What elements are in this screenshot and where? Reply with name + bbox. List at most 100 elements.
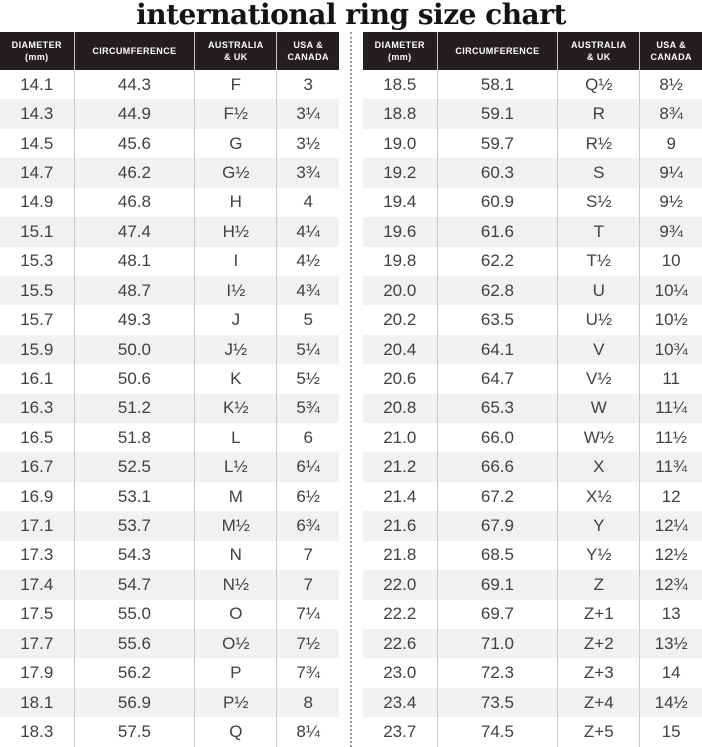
table-cell: 50.6 — [73, 364, 195, 394]
table-cell: 23.4 — [363, 687, 438, 718]
table-cell: W — [557, 393, 640, 424]
table-cell: 64.7 — [436, 364, 558, 394]
table-cell: 21.8 — [383, 545, 417, 565]
table-cell: 69.1 — [436, 570, 558, 600]
table-row: 20.8 65.3 W 11¼ — [363, 393, 702, 424]
table-cell: 46.8 — [73, 187, 195, 218]
table-row: 20.0 62.8 U 10¼ — [363, 275, 702, 306]
table-cell: 18.8 — [363, 99, 438, 129]
table-cell: 18.1 — [0, 687, 75, 718]
table-row: 14.3 44.9 F½ 3¼ — [0, 99, 339, 129]
table-header: DIAMETER (mm) CIRCUMFERENCE AUSTRALIA & … — [363, 32, 702, 70]
table-cell: 18.3 — [20, 722, 54, 742]
table-cell: 17.1 — [0, 511, 75, 541]
table-cell: 14 — [639, 658, 702, 688]
table-cell: 5¼ — [276, 334, 339, 365]
table-cell: 44.3 — [73, 70, 195, 100]
table-cell: R½ — [557, 128, 640, 159]
table-cell: 49.3 — [73, 305, 195, 335]
table-row: 19.6 61.6 T 9¾ — [363, 217, 702, 247]
table-cell: 54.7 — [73, 570, 195, 600]
table-cell: 8 — [276, 687, 339, 718]
table-cell: 55.6 — [73, 629, 195, 659]
table-cell: 19.6 — [363, 217, 438, 247]
table-cell: 48.7 — [73, 275, 195, 306]
table-cell: 11½ — [639, 423, 702, 453]
table-cell: 51.8 — [73, 423, 195, 453]
table-cell: 53.7 — [73, 511, 195, 541]
table-row: 20.2 63.5 U½ 10½ — [363, 305, 702, 335]
column-header-usa-canada: USA & CANADA — [276, 32, 339, 70]
table-row: 23.4 73.5 Z+4 14½ — [363, 687, 702, 718]
table-cell: 46.2 — [73, 158, 195, 188]
table-cell: Z — [557, 570, 640, 600]
header-row: DIAMETER (mm) CIRCUMFERENCE AUSTRALIA & … — [0, 32, 339, 70]
table-cell: 58.1 — [436, 70, 558, 100]
table-row: 23.7 74.5 Z+5 15 — [363, 717, 702, 747]
table-cell: K½ — [194, 393, 277, 424]
table-cell: 10 — [639, 246, 702, 276]
table-cell: 7 — [276, 570, 339, 600]
table-cell: 65.3 — [436, 393, 558, 424]
table-cell: H — [194, 187, 277, 218]
table-cell: O — [194, 599, 277, 630]
table-cell: 9¾ — [639, 217, 702, 247]
table-cell: 59.7 — [436, 128, 558, 159]
table-cell: 10¾ — [639, 334, 702, 365]
table-row: 19.4 60.9 S½ 9½ — [363, 187, 702, 218]
table-cell: 22.6 — [363, 629, 438, 659]
table-cell: 71.0 — [436, 629, 558, 659]
table-cell: 21.4 — [383, 486, 417, 506]
table-row: 18.1 56.9 P½ 8 — [0, 687, 339, 718]
table-row: 18.5 58.1 Q½ 8½ — [363, 70, 702, 100]
table-cell: 13½ — [639, 629, 702, 659]
table-cell: 61.6 — [436, 217, 558, 247]
table-cell: J — [194, 305, 277, 335]
table-row: 15.3 48.1 I 4½ — [0, 246, 339, 276]
table-cell: 68.5 — [436, 540, 558, 571]
table-cell: 21.6 — [363, 511, 438, 541]
table-cell: 51.2 — [73, 393, 195, 424]
table-cell: V½ — [557, 364, 640, 394]
table-cell: 4 — [276, 187, 339, 218]
table-cell: 22.2 — [383, 604, 417, 624]
table-cell: 16.7 — [0, 452, 75, 482]
table-cell: M½ — [194, 511, 277, 541]
table-cell: 4½ — [276, 246, 339, 276]
table-cell: 12¾ — [639, 570, 702, 600]
table-cell: 16.5 — [20, 427, 54, 447]
table-cell: T — [557, 217, 640, 247]
table-row: 21.2 66.6 X 11¾ — [363, 452, 702, 482]
table-row: 16.5 51.8 L 6 — [0, 423, 339, 453]
table-row: 18.3 57.5 Q 8¼ — [0, 717, 339, 747]
header-row: DIAMETER (mm) CIRCUMFERENCE AUSTRALIA & … — [363, 32, 702, 70]
table-row: 16.3 51.2 K½ 5¾ — [0, 393, 339, 424]
table-cell: 20.0 — [363, 275, 438, 306]
table-cell: 21.0 — [383, 427, 417, 447]
table-cell: 19.0 — [383, 133, 417, 153]
table-cell: L — [194, 423, 277, 453]
table-cell: 72.3 — [436, 658, 558, 688]
table-cell: 11¾ — [639, 452, 702, 482]
table-cell: 10½ — [639, 305, 702, 335]
table-cell: N — [194, 540, 277, 571]
table-row: 14.1 44.3 F 3 — [0, 70, 339, 100]
table-cell: 7 — [276, 540, 339, 571]
table-body: 14.1 44.3 F 3 14.3 44.9 F½ 3¼ 14.5 45.6 G 3½ 14.7 46.… — [0, 70, 339, 747]
table-cell: 10¼ — [639, 275, 702, 306]
table-cell: 15 — [639, 717, 702, 747]
table-cell: 3¾ — [276, 158, 339, 188]
table-cell: 67.9 — [436, 511, 558, 541]
table-cell: 12½ — [639, 540, 702, 571]
table-cell: 48.1 — [73, 246, 195, 276]
table-row: 22.0 69.1 Z 12¾ — [363, 570, 702, 600]
table-row: 21.8 68.5 Y½ 12½ — [363, 540, 702, 571]
table-cell: 60.9 — [436, 187, 558, 218]
table-cell: 7¾ — [276, 658, 339, 688]
table-row: 19.2 60.3 S 9¼ — [363, 158, 702, 188]
table-cell: 14.9 — [20, 192, 54, 212]
table-row: 15.1 47.4 H½ 4¼ — [0, 217, 339, 247]
table-cell: 6 — [276, 423, 339, 453]
table-cell: 19.4 — [383, 192, 417, 212]
